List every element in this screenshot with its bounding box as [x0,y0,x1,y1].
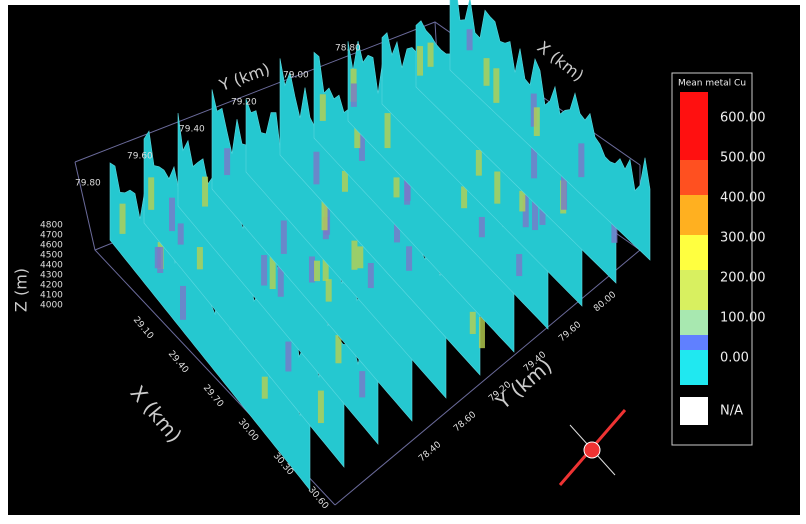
grade-patch [368,263,374,288]
grade-patch [342,171,348,192]
tick-label: 78.80 [335,44,361,54]
axis-title: Z (m) [12,268,31,312]
grade-patch [155,247,161,268]
grade-patch [148,177,154,209]
color-step [680,195,708,235]
legend-label: 0.00 [720,351,749,366]
grade-patch [359,371,365,397]
color-step [680,310,708,335]
grade-patch [417,46,423,76]
grade-patch [494,172,500,204]
legend-label: 500.00 [720,151,766,166]
tick-label: 4600 [40,241,63,251]
grade-patch [394,177,400,197]
color-step [680,160,708,195]
grade-patch [120,204,126,234]
grade-patch [178,223,184,244]
grade-patch [180,286,186,320]
grade-patch [493,68,499,103]
tick-label: 4400 [40,261,63,271]
grade-patch [578,143,584,177]
color-step [680,270,708,310]
legend-label: 100.00 [720,311,766,326]
grade-patch [326,279,332,301]
tick-label: 4800 [40,221,63,231]
legend: Mean metal Cu N/A 600.00 500.00 400.00 300.… [672,73,766,445]
grade-patch [318,391,324,423]
color-step [680,235,708,270]
legend-label: 200.00 [720,271,766,286]
tick-label: 4000 [40,301,63,311]
legend-label: 400.00 [720,191,766,206]
grade-patch [351,241,357,270]
legend-title: Mean metal Cu [678,79,746,89]
grade-patch [428,43,434,67]
tick-label: 4200 [40,281,63,291]
tick-label: 4100 [40,291,63,301]
grade-patch [467,29,473,50]
na-swatch [680,397,708,425]
grade-patch [169,198,175,231]
grade-patch [516,254,522,276]
tick-label: 79.20 [231,98,257,108]
tick-label: 4500 [40,251,63,261]
grade-patch [479,317,485,348]
viewer: Y (km) X (km) Z (m) X (km) Y (km) 79.807… [0,0,806,520]
grade-patch [484,58,490,86]
grade-patch [262,377,268,399]
grade-patch [461,186,467,208]
grade-patch [335,335,341,363]
grade-patch [202,177,208,207]
grade-patch [285,342,291,372]
grade-patch [281,221,287,254]
tick-label: 4700 [40,231,63,241]
grade-patch [479,217,485,237]
grade-patch [224,148,230,175]
tick-label: 79.00 [283,71,309,81]
grade-patch [313,152,319,185]
grade-patch [470,312,476,334]
na-label: N/A [720,404,743,419]
grade-patch [406,246,412,270]
tick-label: 79.60 [127,152,153,162]
tick-label: 4300 [40,271,63,281]
color-step [680,335,708,350]
grade-patch [320,94,326,121]
grade-patch [519,191,525,212]
tick-label: 79.80 [75,179,101,189]
grade-patch [351,83,357,106]
grade-patch [261,255,267,286]
grade-patch [385,113,391,148]
color-step [680,350,708,385]
grade-patch [197,247,203,269]
legend-label: 600.00 [720,111,766,126]
grade-patch [476,150,482,176]
grade-patch [314,261,320,281]
tick-label: 79.40 [179,125,205,135]
grade-patch [357,246,363,268]
color-bar [680,92,708,385]
legend-label: 300.00 [720,231,766,246]
color-step [680,92,708,160]
grade-patch [534,107,540,136]
